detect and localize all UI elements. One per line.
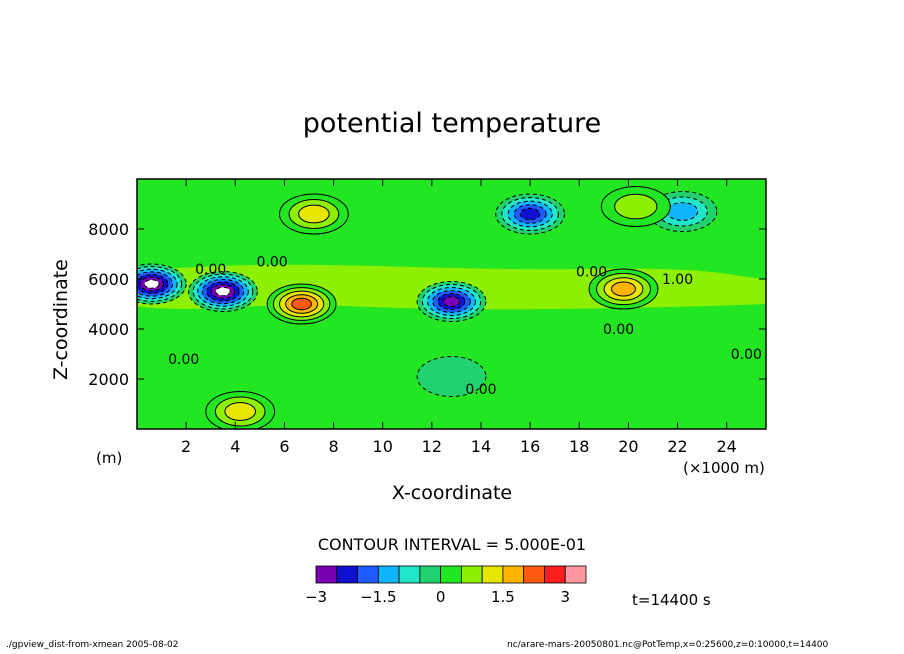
colorbar-tick-label: 1.5 bbox=[491, 588, 515, 606]
footer-right: nc/arare-mars-20050801.nc@PotTemp,x=0:25… bbox=[507, 640, 829, 650]
contour-labels: 0.00 0.00 0.00 0.00 0.00 0.00 1.00 0.00 bbox=[168, 255, 762, 399]
contour-feature bbox=[266, 283, 337, 325]
contour-label: 0.00 bbox=[168, 352, 199, 368]
colorbar-swatch bbox=[502, 565, 525, 584]
contour-label: 0.00 bbox=[465, 382, 496, 398]
colorbar-swatch bbox=[398, 565, 421, 584]
colorbar-tick-label: 3 bbox=[560, 588, 570, 606]
contour-field bbox=[137, 179, 766, 429]
contour-feature bbox=[600, 186, 671, 227]
contour-level bbox=[298, 204, 330, 224]
x-tick-label: 4 bbox=[230, 437, 240, 456]
colorbar-swatch bbox=[564, 565, 587, 584]
contour-feature bbox=[588, 268, 659, 310]
x-tick-label: 10 bbox=[373, 437, 393, 456]
contour-label: 0.00 bbox=[603, 322, 634, 338]
plot-frame bbox=[136, 178, 767, 430]
colorbar-swatch bbox=[315, 565, 338, 584]
contour-feature bbox=[279, 193, 349, 235]
contour-level bbox=[442, 296, 461, 307]
colorbar-tick-label: −1.5 bbox=[360, 588, 396, 606]
contour-label: 0.00 bbox=[731, 347, 762, 363]
x-axis: 2 4 6 8 10 12 14 16 18 20 22 24 bbox=[181, 179, 737, 456]
y-tick-label: 6000 bbox=[88, 270, 129, 289]
contour-feature bbox=[188, 271, 258, 312]
contour-feature bbox=[137, 263, 187, 305]
contour-level bbox=[416, 356, 487, 397]
contour-interval: CONTOUR INTERVAL = 5.000E-01 bbox=[317, 535, 587, 554]
colorbar-swatch bbox=[357, 565, 379, 584]
colorbar-swatch bbox=[481, 565, 504, 584]
contour-level bbox=[666, 202, 699, 221]
colorbar-tick-label: −3 bbox=[305, 588, 327, 606]
x-tick-label: 22 bbox=[667, 437, 687, 456]
colorbar-swatch bbox=[377, 565, 400, 584]
y-tick-label: 2000 bbox=[88, 370, 129, 389]
contour-label: 1.00 bbox=[662, 272, 693, 288]
x-tick-label: 14 bbox=[471, 437, 491, 456]
colorbar-swatch bbox=[440, 565, 462, 584]
y-axis: 2000 4000 6000 8000 bbox=[88, 220, 766, 389]
x-axis-label: X-coordinate bbox=[391, 482, 513, 504]
contour-feature bbox=[416, 281, 487, 322]
x-tick-label: 6 bbox=[279, 437, 289, 456]
contour-label: 0.00 bbox=[195, 262, 226, 278]
contour-feature bbox=[495, 193, 566, 235]
contour-level bbox=[215, 286, 231, 297]
contour-level bbox=[144, 279, 160, 289]
contour-level bbox=[519, 207, 541, 221]
x-tick-label: 18 bbox=[569, 437, 589, 456]
chart-title: potential temperature bbox=[302, 108, 602, 139]
x-tick-label: 2 bbox=[181, 437, 191, 456]
y-tick-label: 4000 bbox=[88, 320, 129, 339]
contour-level bbox=[611, 281, 636, 297]
y-tick-label: 8000 bbox=[88, 220, 129, 239]
contour-level bbox=[224, 402, 256, 421]
contour-label: 0.00 bbox=[257, 255, 288, 271]
colorbar-tick-label: 0 bbox=[436, 588, 446, 606]
x-tick-label: 12 bbox=[422, 437, 442, 456]
y-units-label: (m) bbox=[96, 449, 123, 467]
y-axis-label: Z-coordinate bbox=[50, 259, 72, 380]
x-tick-label: 8 bbox=[328, 437, 338, 456]
footer-left: ./gpview_dist-from-xmean 2005-08-02 bbox=[6, 640, 179, 650]
colorbar-swatch bbox=[460, 565, 483, 584]
x-tick-label: 20 bbox=[618, 437, 638, 456]
colorbar-swatch bbox=[544, 565, 566, 584]
contour-feature bbox=[205, 391, 276, 429]
x-units-label: (×1000 m) bbox=[683, 459, 765, 477]
contour-level bbox=[291, 297, 312, 311]
contour-level bbox=[614, 193, 658, 220]
time-label: t=14400 s bbox=[632, 591, 711, 609]
contour-label: 0.00 bbox=[576, 265, 607, 281]
contour-feature bbox=[416, 356, 487, 397]
x-tick-label: 16 bbox=[520, 437, 540, 456]
x-tick-label: 24 bbox=[717, 437, 737, 456]
colorbar-swatch bbox=[523, 565, 545, 584]
colorbar-swatch bbox=[336, 565, 358, 584]
colorbar-swatch bbox=[419, 565, 442, 584]
colorbar: −3 −1.5 0 1.5 3 bbox=[305, 565, 587, 606]
